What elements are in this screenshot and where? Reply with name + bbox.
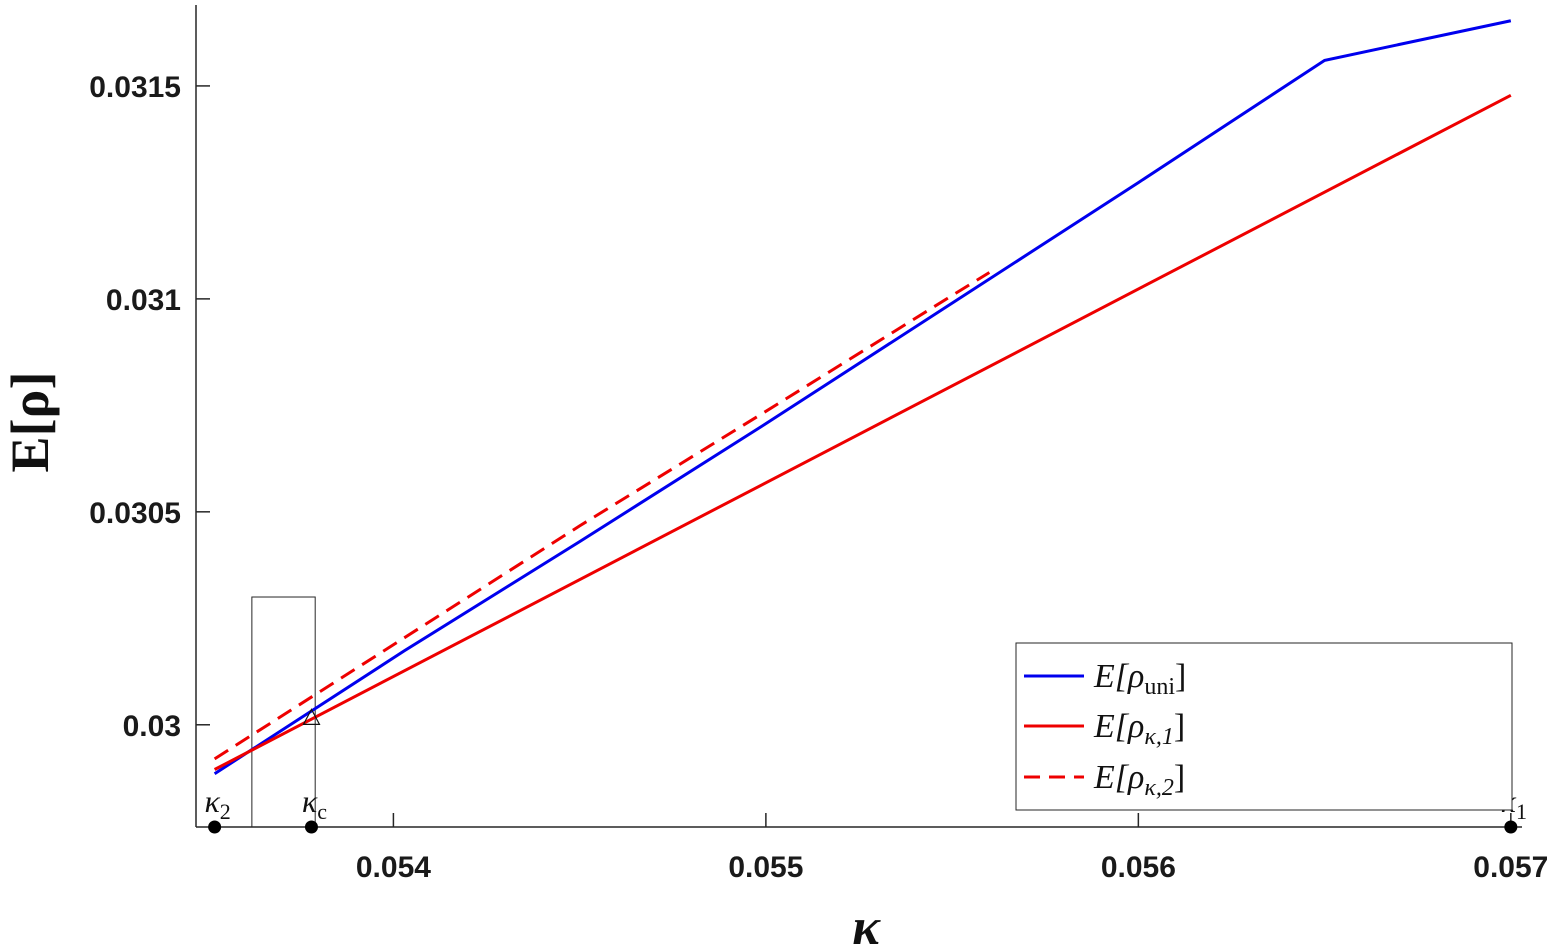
x-tick-label: 0.057 [1473,851,1548,884]
series-line-2 [213,93,1512,771]
legend-label: E[ρκ,2] [1093,759,1185,801]
series-line-1 [213,19,1512,776]
point-2 [208,820,222,834]
x-tick-label: 0.054 [356,851,431,884]
point-1 [1504,820,1518,834]
y-tick-label: 0.03 [123,710,181,743]
point-c [304,820,318,834]
y-tick-label: 0.0305 [89,497,181,530]
crossing-marker [302,708,321,725]
y-tick-label: 0.031 [106,284,181,317]
x-axis-label: κ [852,899,881,949]
series-line-3 [213,271,991,761]
y-tick-label: 0.0315 [89,71,181,104]
legend-label: E[ρκ,1] [1093,708,1185,750]
legend-box [1015,642,1513,811]
legend-label: E[ρuni] [1093,658,1186,700]
x-tick-label: 0.056 [1101,851,1176,884]
point-label: κ2 [204,783,230,824]
legend: E[ρuni] E[ρκ,1] E[ρκ,2] [1015,642,1513,811]
x-tick-label: 0.055 [728,851,803,884]
y-axis-label: E[ρ] [0,372,60,473]
